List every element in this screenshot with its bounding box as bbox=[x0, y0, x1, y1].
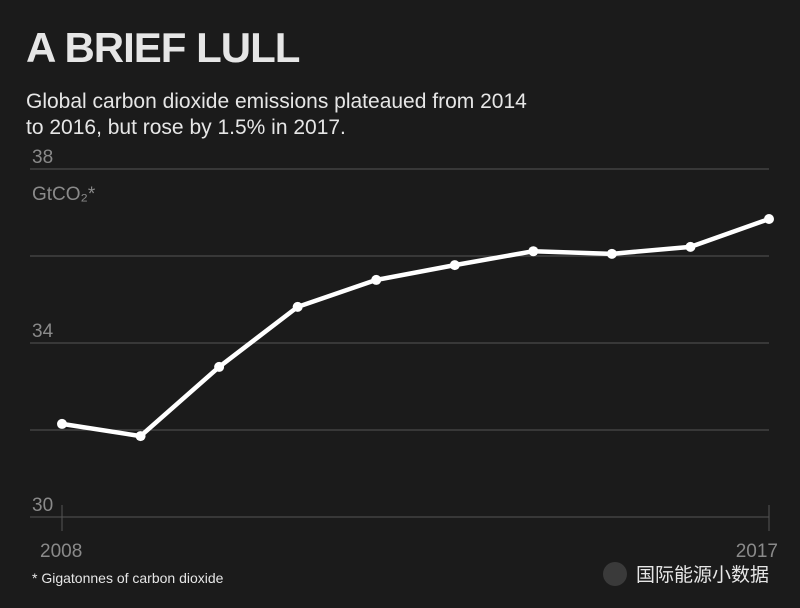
subtitle: Global carbon dioxide emissions plateaue… bbox=[26, 90, 527, 113]
footnote: * Gigatonnes of carbon dioxide bbox=[32, 570, 224, 586]
y-tick-label: 38 bbox=[32, 147, 53, 168]
data-point bbox=[292, 301, 303, 312]
data-point bbox=[135, 431, 146, 442]
y-tick-label: 30 bbox=[32, 495, 53, 516]
data-point bbox=[685, 241, 696, 252]
data-point bbox=[606, 248, 617, 259]
x-tick-label: 2017 bbox=[736, 541, 778, 562]
data-point bbox=[449, 260, 460, 271]
watermark-icon bbox=[603, 562, 627, 586]
data-point bbox=[214, 361, 225, 372]
watermark: 国际能源小数据 bbox=[636, 564, 769, 586]
data-point bbox=[57, 418, 67, 429]
data-line bbox=[61, 216, 770, 439]
data-point bbox=[764, 214, 774, 225]
y-tick-label: 34 bbox=[32, 321, 54, 342]
data-point bbox=[371, 274, 382, 285]
subtitle: to 2016, but rose by 1.5% in 2017. bbox=[26, 116, 346, 139]
data-point bbox=[528, 246, 539, 257]
x-tick-label: 2008 bbox=[40, 541, 82, 562]
y-axis-label: GtCO₂* bbox=[32, 184, 96, 205]
chart-title: A BRIEF LULL bbox=[26, 24, 300, 71]
